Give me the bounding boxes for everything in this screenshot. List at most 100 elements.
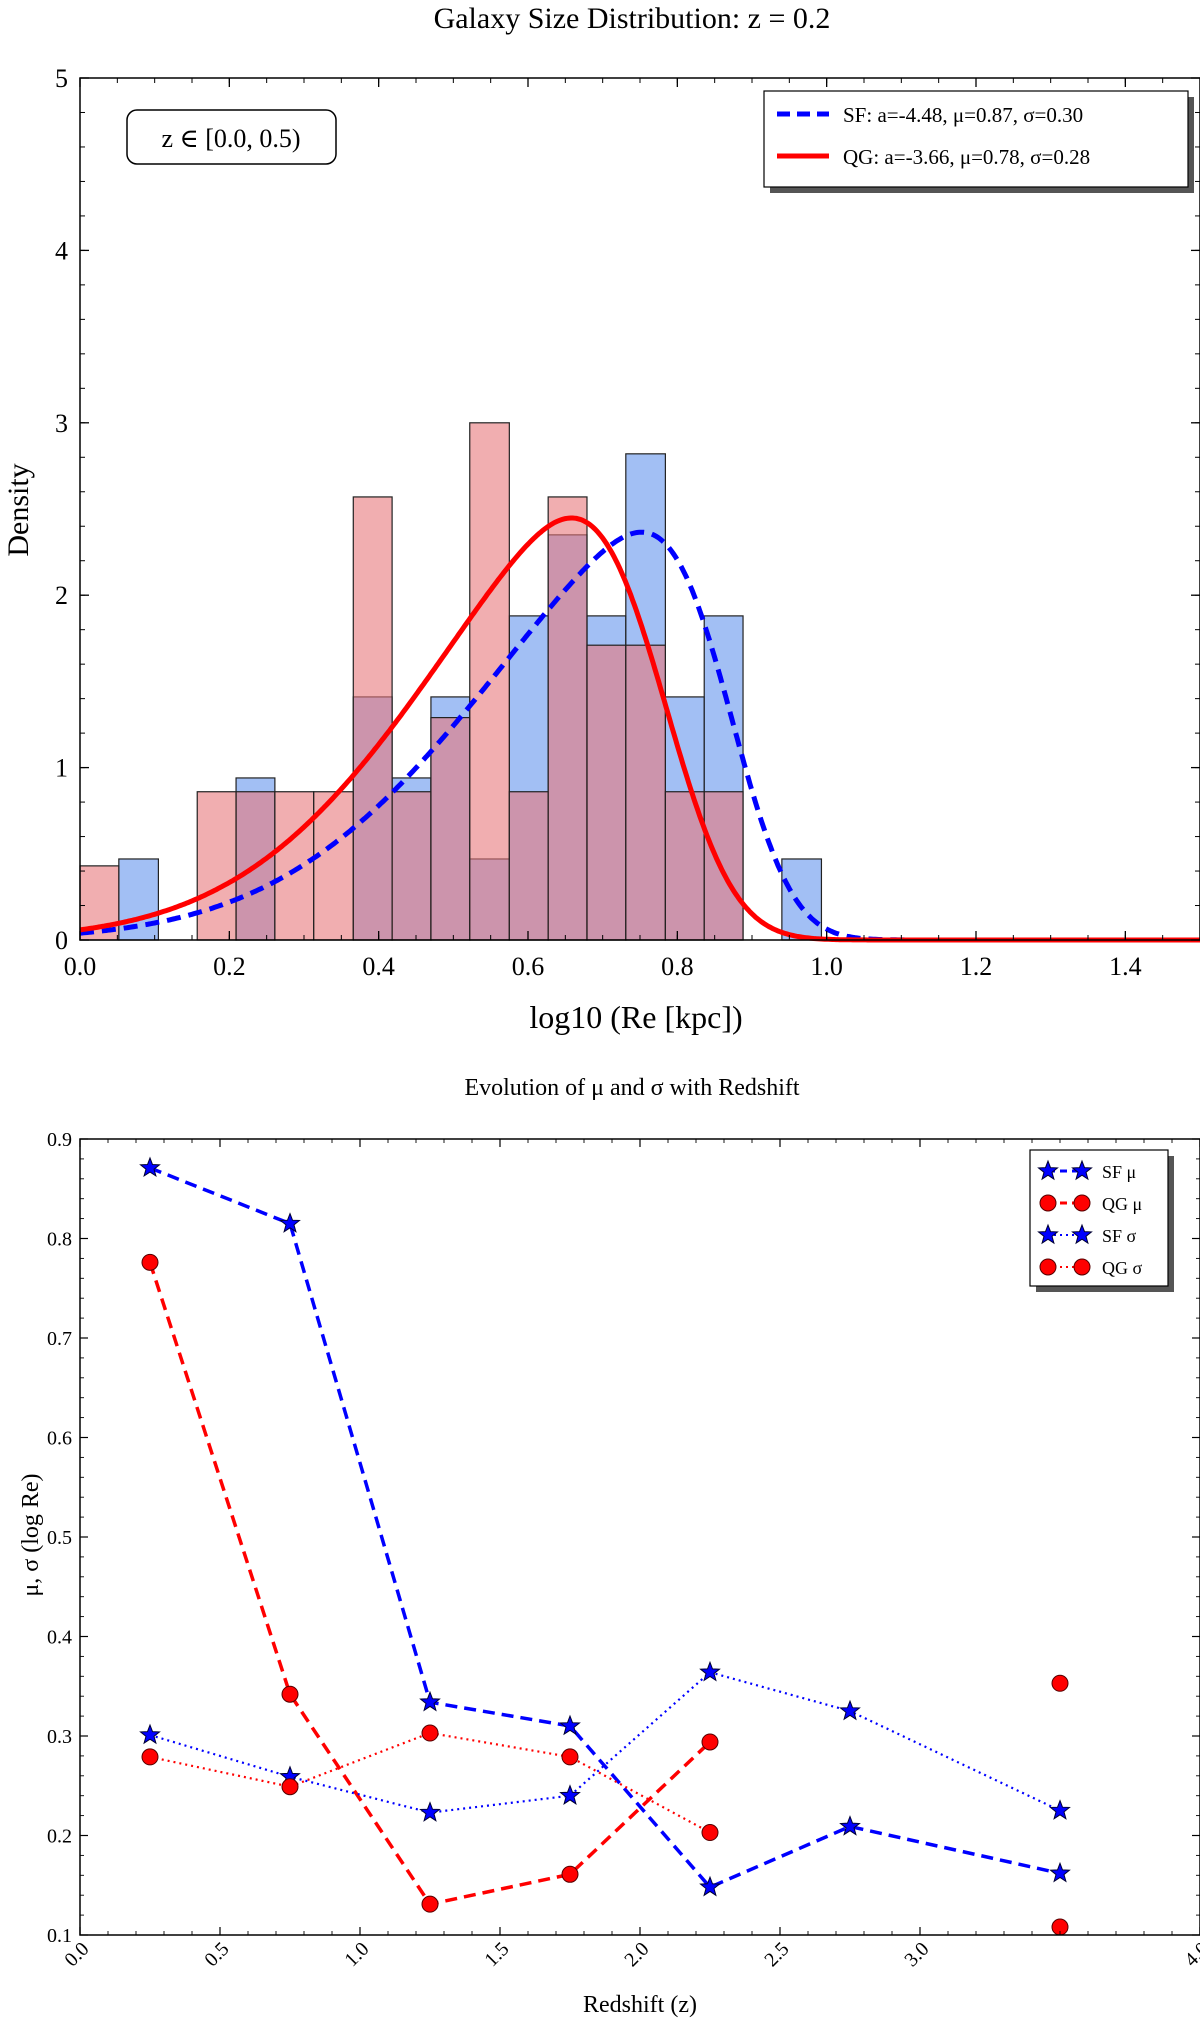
- bottom-axis-ticks: 0.0 0.5 1.0 1.5 2.0 2.5 3.0 4.00.10.20.30.40.50…: [47, 1129, 1200, 1971]
- qg-mu-point: [561, 1865, 579, 1883]
- top-xtick-label: 1.2: [960, 952, 993, 981]
- bottom-ytick-label: 0.5: [47, 1527, 72, 1549]
- top-ytick-label: 5: [55, 64, 68, 93]
- qg-hist-bar: [547, 496, 588, 941]
- qg-hist-bar: [235, 791, 276, 941]
- qg-hist-bar: [508, 791, 549, 941]
- bottom-ytick-label: 0.9: [47, 1129, 72, 1151]
- redshift-bin-annotation-box: [126, 109, 337, 165]
- bottom-title: Evolution of μ and σ with Redshift: [464, 1075, 799, 1101]
- qg-sigma-point: [281, 1778, 299, 1796]
- sf-sigma-point: [559, 1784, 581, 1805]
- legend-sf-mu-marker: [1037, 1159, 1059, 1181]
- bottom-xtick-label: 2.0: [620, 1938, 653, 1971]
- legend-sf-sigma-marker: [1037, 1223, 1059, 1245]
- bottom-xlabel: Redshift (z): [583, 1992, 697, 2018]
- legend-sf-sigma-marker: [1071, 1223, 1093, 1245]
- top-xlabel: log10 (Re [kpc]): [529, 999, 742, 1035]
- evolution-panel: Evolution of μ and σ with Redshift 0.0 0.…: [18, 1075, 1200, 2018]
- top-ytick-label: 3: [55, 409, 68, 438]
- qg-hist-bar: [274, 791, 315, 941]
- qg-mu-point: [421, 1895, 439, 1913]
- histogram-panel: Galaxy Size Distribution: z = 0.2 0.0 0.2…: [2, 2, 1200, 1035]
- histogram-bars: [79, 422, 823, 941]
- sf-mu-point: [839, 1815, 861, 1836]
- sf-sigma-point: [839, 1699, 861, 1721]
- top-legend-box: [763, 90, 1189, 188]
- legend-sf-sigma-label: SF σ: [1102, 1226, 1137, 1246]
- legend-qg-sigma-label: QG σ: [1102, 1258, 1142, 1278]
- qg-hist-bar: [586, 644, 627, 941]
- sf-hist-bar: [781, 858, 823, 941]
- bottom-ylabel: μ, σ (log Re): [18, 1473, 44, 1596]
- bottom-xtick-label: 1.5: [480, 1938, 513, 1971]
- sf-sigma-point: [139, 1723, 161, 1745]
- legend-sf-mu-marker: [1071, 1159, 1093, 1181]
- top-xtick-label: 0.6: [512, 952, 545, 981]
- legend-qg-sigma-marker: [1039, 1258, 1057, 1276]
- top-ylabel: Density: [2, 463, 35, 556]
- qg-hist-bar: [703, 791, 744, 941]
- qg-hist-bar: [469, 422, 510, 941]
- top-title: Galaxy Size Distribution: z = 0.2: [434, 2, 831, 35]
- qg-hist-bar: [196, 791, 237, 941]
- legend-sf-label: SF: a=-4.48, μ=0.87, σ=0.30: [843, 103, 1083, 127]
- qg-mu-point: [281, 1685, 299, 1703]
- bottom-ytick-label: 0.4: [47, 1627, 72, 1649]
- bottom-xtick-label: 0.5: [200, 1938, 233, 1971]
- qg-hist-bar: [625, 644, 666, 941]
- top-xtick-label: 0.4: [362, 952, 395, 981]
- bottom-ytick-label: 0.6: [47, 1428, 72, 1450]
- top-xtick-label: 1.4: [1109, 952, 1142, 981]
- sf-mu-point: [1049, 1861, 1071, 1883]
- bottom-ytick-label: 0.7: [47, 1328, 72, 1350]
- sf-mu-point: [139, 1156, 161, 1178]
- qg-mu-point: [141, 1253, 159, 1271]
- sf-mu-point: [699, 1875, 721, 1897]
- qg-sigma-point: [421, 1724, 439, 1742]
- bottom-xtick-label: 4.0: [1180, 1938, 1200, 1971]
- top-ytick-label: 4: [55, 236, 68, 265]
- legend-qg-mu-label: QG μ: [1102, 1194, 1142, 1214]
- top-xtick-label: 0.2: [213, 952, 246, 981]
- bottom-legend: SF μ QG μ SF σ QG σ: [1029, 1149, 1174, 1292]
- qg-sigma-point: [561, 1748, 579, 1766]
- sf-sigma-point: [1049, 1799, 1071, 1820]
- bottom-xtick-label: 1.0: [340, 1938, 373, 1971]
- qg-mu-point: [701, 1733, 719, 1751]
- qg-hist-bar: [430, 717, 471, 941]
- bottom-ytick-label: 0.1: [47, 1925, 72, 1947]
- legend-qg-sigma-marker: [1073, 1258, 1091, 1276]
- bottom-xtick-label: 2.5: [760, 1938, 793, 1971]
- legend-qg-label: QG: a=-3.66, μ=0.78, σ=0.28: [843, 145, 1090, 169]
- redshift-bin-annotation: z ∈ [0.0, 0.5): [161, 124, 300, 153]
- top-ytick-label: 2: [55, 581, 68, 610]
- top-ytick-label: 0: [55, 926, 68, 955]
- sf-mu-point: [279, 1212, 301, 1233]
- top-axis-ticks: 0.0 0.2 0.4 0.6 0.8 1.0 1.2 1.4 0 1 2 3 4 5: [55, 64, 1200, 981]
- qg-sigma-point: [141, 1748, 159, 1766]
- top-ytick-label: 1: [55, 754, 68, 783]
- top-xtick-label: 0.8: [661, 952, 694, 981]
- top-legend: SF: a=-4.48, μ=0.87, σ=0.30 QG: a=-3.66,…: [763, 90, 1194, 193]
- qg-sigma-line: [149, 1731, 711, 1834]
- evolution-markers: [139, 1156, 1071, 1936]
- legend-qg-mu-marker: [1039, 1194, 1057, 1212]
- legend-sf-mu-label: SF μ: [1102, 1162, 1136, 1182]
- sf-sigma-point: [699, 1660, 721, 1682]
- top-xtick-label: 1.0: [810, 952, 843, 981]
- bottom-xtick-label: 3.0: [900, 1938, 933, 1971]
- sf-mu-point: [419, 1690, 441, 1712]
- bottom-ytick-label: 0.3: [47, 1726, 72, 1748]
- sf-sigma-point: [419, 1801, 441, 1822]
- qg-hist-bar: [391, 791, 432, 941]
- qg-sigma-point: [1051, 1674, 1069, 1692]
- bottom-ytick-label: 0.2: [47, 1826, 72, 1848]
- top-xtick-label: 0.0: [64, 952, 97, 981]
- qg-sigma-point: [701, 1824, 719, 1842]
- qg-hist-bar: [352, 496, 393, 941]
- bottom-legend-items: SF μ QG μ SF σ QG σ: [1037, 1159, 1142, 1278]
- legend-qg-mu-marker: [1073, 1194, 1091, 1212]
- bottom-ytick-label: 0.8: [47, 1229, 72, 1251]
